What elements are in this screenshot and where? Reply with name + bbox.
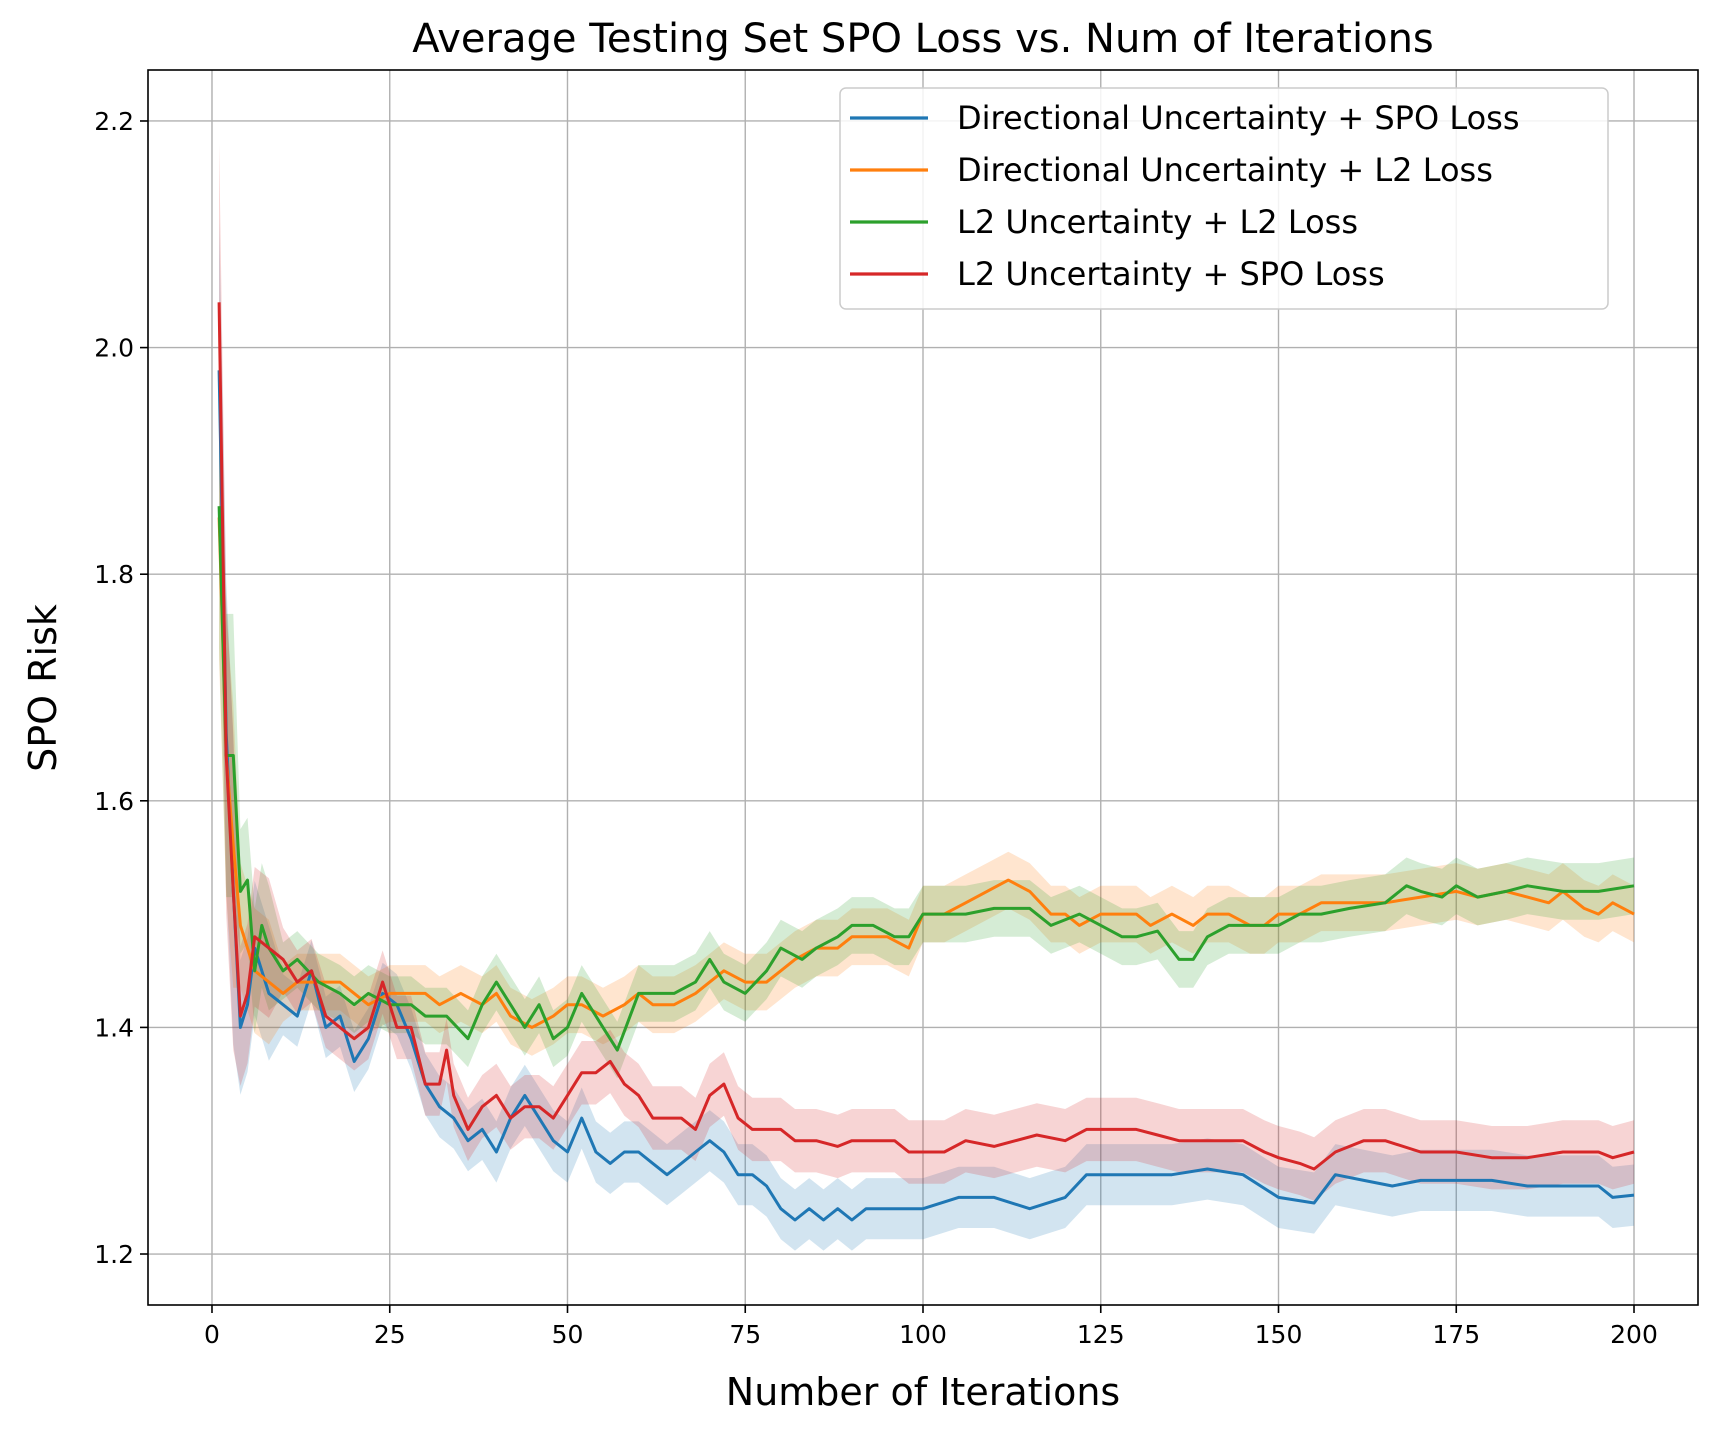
y-axis-label: SPO Risk [21,604,65,772]
confidence-band [219,364,1635,1079]
chart-title: Average Testing Set SPO Loss vs. Num of … [412,16,1434,62]
x-tick-label: 75 [729,1320,761,1349]
x-tick-label: 125 [1077,1320,1125,1349]
x-tick-label: 150 [1255,1320,1303,1349]
x-tick-label: 200 [1610,1320,1658,1349]
series-line [217,302,1635,1171]
confidence-band [219,375,1635,1056]
y-tick-label: 1.6 [94,787,134,816]
x-tick-label: 50 [552,1320,584,1349]
legend-label: L2 Uncertainty + SPO Loss [957,255,1385,293]
x-axis-label: Number of Iterations [726,1370,1120,1414]
series-line [217,517,1635,1029]
series-lines [217,302,1635,1222]
series-line [217,506,1635,1052]
series-line [217,370,1635,1222]
y-tick-label: 2.2 [94,107,134,136]
y-tick-label: 1.8 [94,560,134,589]
legend-box [839,87,1609,310]
confidence-bands [219,143,1635,1251]
y-tick-label: 2.0 [94,334,134,363]
legend: Directional Uncertainty + SPO Loss Direct… [839,87,1609,310]
x-tick-label: 100 [899,1320,947,1349]
x-tick-label: 175 [1432,1320,1480,1349]
axis-ticks: 0 25 50 75 100 125 150 175 200 1.2 1.4 1.6 1.8 2.0 2.2 [94,107,1658,1349]
y-tick-label: 1.2 [94,1240,134,1269]
x-tick-label: 25 [374,1320,406,1349]
legend-label: L2 Uncertainty + L2 Loss [957,203,1358,241]
legend-label: Directional Uncertainty + SPO Loss [957,99,1520,137]
y-tick-label: 1.4 [94,1013,134,1042]
x-tick-label: 0 [204,1320,220,1349]
legend-label: Directional Uncertainty + L2 Loss [957,151,1493,189]
